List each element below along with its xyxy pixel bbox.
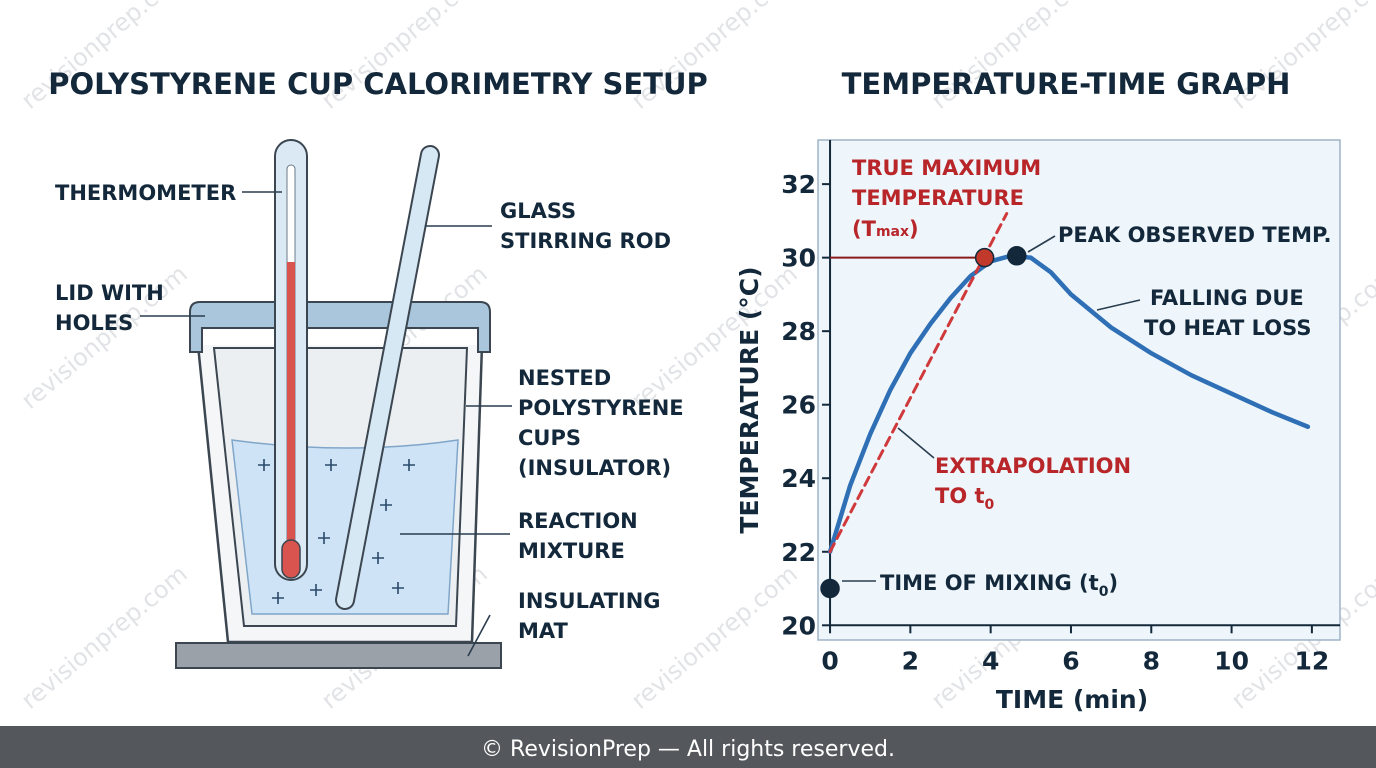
label: LID WITH	[55, 281, 164, 305]
x-tick-label: 12	[1294, 646, 1329, 675]
annotation: TRUE MAXIMUM	[852, 156, 1041, 180]
footer-bar	[0, 726, 1376, 768]
point	[1007, 246, 1027, 266]
diagram-title: POLYSTYRENE CUP CALORIMETRY SETUP	[48, 67, 708, 101]
annotation: TIME OF MIXING (t0)	[880, 571, 1118, 600]
label: GLASS	[500, 199, 576, 223]
x-axis-label: TIME (min)	[996, 685, 1148, 714]
annotation: (Tmax)	[852, 217, 919, 241]
annotation: FALLING DUE	[1150, 286, 1304, 310]
point	[974, 247, 995, 268]
leader	[897, 427, 935, 459]
particles	[258, 459, 415, 604]
label: HOLES	[55, 311, 133, 335]
label: CUPS	[518, 426, 581, 450]
watermark: revisionprep.com	[626, 260, 803, 415]
plot-area	[817, 139, 1341, 641]
annotation: TO t0	[935, 484, 995, 513]
line-series	[828, 212, 1009, 554]
y-tick-label: 28	[781, 317, 816, 346]
label: THERMOMETER	[55, 181, 236, 205]
y-axis-label: TEMPERATURE (°C)	[735, 266, 764, 533]
watermark: revisionprep.com	[626, 560, 803, 715]
label: MAT	[518, 619, 569, 643]
leader	[1027, 235, 1056, 253]
bulb	[281, 539, 301, 579]
label: INSULATING	[518, 589, 661, 613]
label: MIXTURE	[518, 539, 625, 563]
annotation: PEAK OBSERVED TEMP.	[1058, 223, 1332, 247]
x-tick-label: 8	[1143, 646, 1160, 675]
annotation: TEMPERATURE	[852, 186, 1024, 210]
annotation: EXTRAPOLATION	[935, 454, 1131, 478]
chart-title: TEMPERATURE-TIME GRAPH	[842, 67, 1291, 101]
footer: © RevisionPrep — All rights reserved.	[481, 737, 895, 762]
label: (INSULATOR)	[518, 456, 671, 480]
y-tick-label: 20	[781, 611, 816, 640]
leader	[467, 614, 491, 657]
y-tick-label: 30	[781, 244, 816, 273]
y-tick-label: 22	[781, 538, 816, 567]
x-tick-label: 0	[821, 646, 838, 675]
leader	[1096, 299, 1141, 311]
x-tick-label: 4	[982, 646, 999, 675]
label: NESTED	[518, 366, 611, 390]
mercury	[287, 262, 295, 562]
label: REACTION	[518, 509, 638, 533]
annotation: TO HEAT LOSS	[1144, 316, 1311, 340]
label: POLYSTYRENE	[518, 396, 684, 420]
y-tick-label: 26	[781, 391, 816, 420]
y-tick-label: 32	[781, 170, 816, 199]
mat	[175, 642, 502, 669]
x-tick-label: 2	[902, 646, 919, 675]
point	[820, 578, 840, 599]
lid	[189, 301, 491, 353]
rod	[337, 147, 438, 608]
x-tick-label: 10	[1214, 646, 1249, 675]
watermark: revisionprep.com	[16, 560, 193, 715]
x-tick-label: 6	[1062, 646, 1079, 675]
label: STIRRING ROD	[500, 229, 671, 253]
y-tick-label: 24	[781, 464, 816, 493]
